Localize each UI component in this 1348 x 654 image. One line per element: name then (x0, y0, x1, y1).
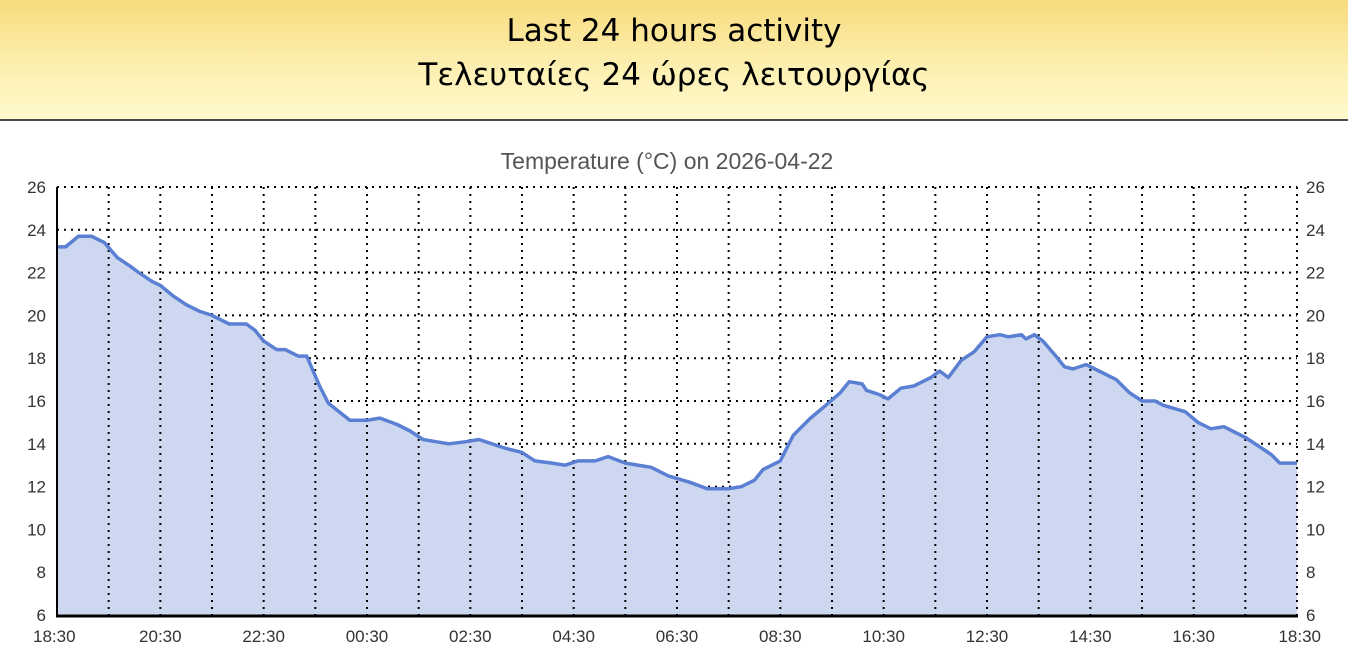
y-tick-label-right: 8 (1306, 563, 1315, 582)
page-header: Last 24 hours activity Τελευταίες 24 ώρε… (0, 0, 1348, 121)
y-tick-label-right: 20 (1306, 306, 1325, 325)
x-tick-label: 16:30 (1172, 627, 1215, 646)
x-tick-label: 02:30 (449, 627, 492, 646)
y-tick-label-right: 6 (1306, 606, 1315, 625)
temperature-area (57, 236, 1297, 615)
y-tick-label-left: 12 (27, 478, 46, 497)
x-tick-label: 06:30 (656, 627, 699, 646)
x-tick-label: 20:30 (139, 627, 182, 646)
y-tick-label-right: 22 (1306, 264, 1325, 283)
y-tick-label-left: 8 (37, 563, 46, 582)
y-tick-label-right: 24 (1306, 221, 1325, 240)
x-tick-label: 14:30 (1069, 627, 1112, 646)
y-tick-label-right: 18 (1306, 349, 1325, 368)
title-greek: Τελευταίες 24 ώρες λειτουργίας (418, 57, 930, 93)
y-tick-label-right: 26 (1306, 178, 1325, 197)
y-tick-label-left: 16 (27, 392, 46, 411)
temperature-line (57, 234, 1297, 491)
y-tick-label-left: 22 (27, 264, 46, 283)
y-tick-label-left: 24 (27, 221, 46, 240)
y-tick-label-left: 18 (27, 349, 46, 368)
title-english: Last 24 hours activity (506, 13, 842, 49)
vertical-grid (107, 187, 1298, 615)
y-tick-label-right: 10 (1306, 520, 1325, 539)
chart-title: Temperature (°C) on 2026-04-22 (501, 148, 834, 174)
temperature-chart: Temperature (°C) on 2026-04-22 6 6 8 8 10 10 1… (27, 148, 1325, 646)
x-tick-label: 12:30 (966, 627, 1009, 646)
y-tick-label-right: 16 (1306, 392, 1325, 411)
x-tick-label: 18:30 (33, 627, 76, 646)
y-tick-label-left: 10 (27, 520, 46, 539)
x-tick-label: 08:30 (759, 627, 802, 646)
x-tick-label: 00:30 (346, 627, 389, 646)
y-tick-label-right: 12 (1306, 478, 1325, 497)
y-tick-label-left: 14 (27, 435, 46, 454)
x-tick-label: 22:30 (242, 627, 285, 646)
y-tick-label-left: 26 (27, 178, 46, 197)
x-tick-label: 04:30 (552, 627, 595, 646)
x-tick-label: 10:30 (862, 627, 905, 646)
y-tick-label-right: 14 (1306, 435, 1325, 454)
y-tick-label-left: 20 (27, 306, 46, 325)
x-tick-label: 18:30 (1278, 627, 1321, 646)
y-tick-label-left: 6 (37, 606, 46, 625)
